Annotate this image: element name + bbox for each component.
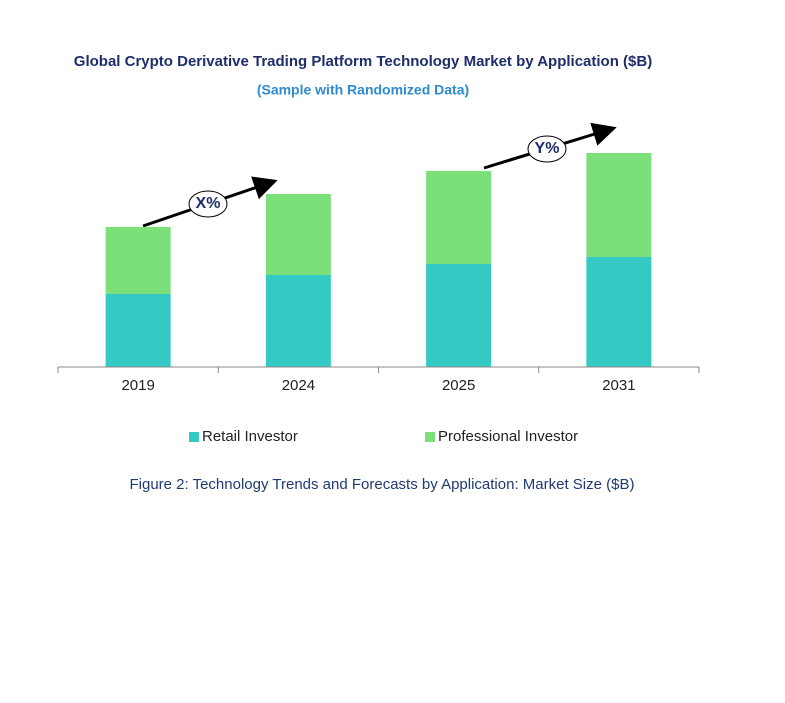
x-tick-label: 2031 bbox=[602, 377, 635, 394]
caption: Figure 2: Technology Trends and Forecast… bbox=[130, 476, 635, 493]
legend-label: Professional Investor bbox=[438, 428, 578, 445]
bar-segment bbox=[105, 294, 171, 367]
bar-segment bbox=[105, 227, 171, 294]
annotation: X% bbox=[196, 195, 221, 212]
x-tick-label: 2025 bbox=[442, 377, 475, 394]
x-tick-label: 2019 bbox=[121, 377, 154, 394]
bar-segment bbox=[426, 264, 492, 367]
annotation-bubble bbox=[188, 190, 228, 218]
chart-title: Global Crypto Derivative Trading Platfor… bbox=[74, 53, 652, 70]
annotation-bubble bbox=[527, 135, 567, 163]
legend-swatch bbox=[425, 432, 435, 442]
chart-subtitle: (Sample with Randomized Data) bbox=[257, 82, 469, 98]
legend-label: Retail Investor bbox=[202, 428, 298, 445]
bar-segment bbox=[586, 257, 652, 367]
bar-segment bbox=[265, 194, 331, 275]
annotation: Y% bbox=[535, 140, 560, 157]
bar-segment bbox=[586, 153, 652, 257]
bar-segment bbox=[426, 171, 492, 264]
bar-segment bbox=[265, 275, 331, 367]
legend-swatch bbox=[189, 432, 199, 442]
x-tick-label: 2024 bbox=[282, 377, 315, 394]
